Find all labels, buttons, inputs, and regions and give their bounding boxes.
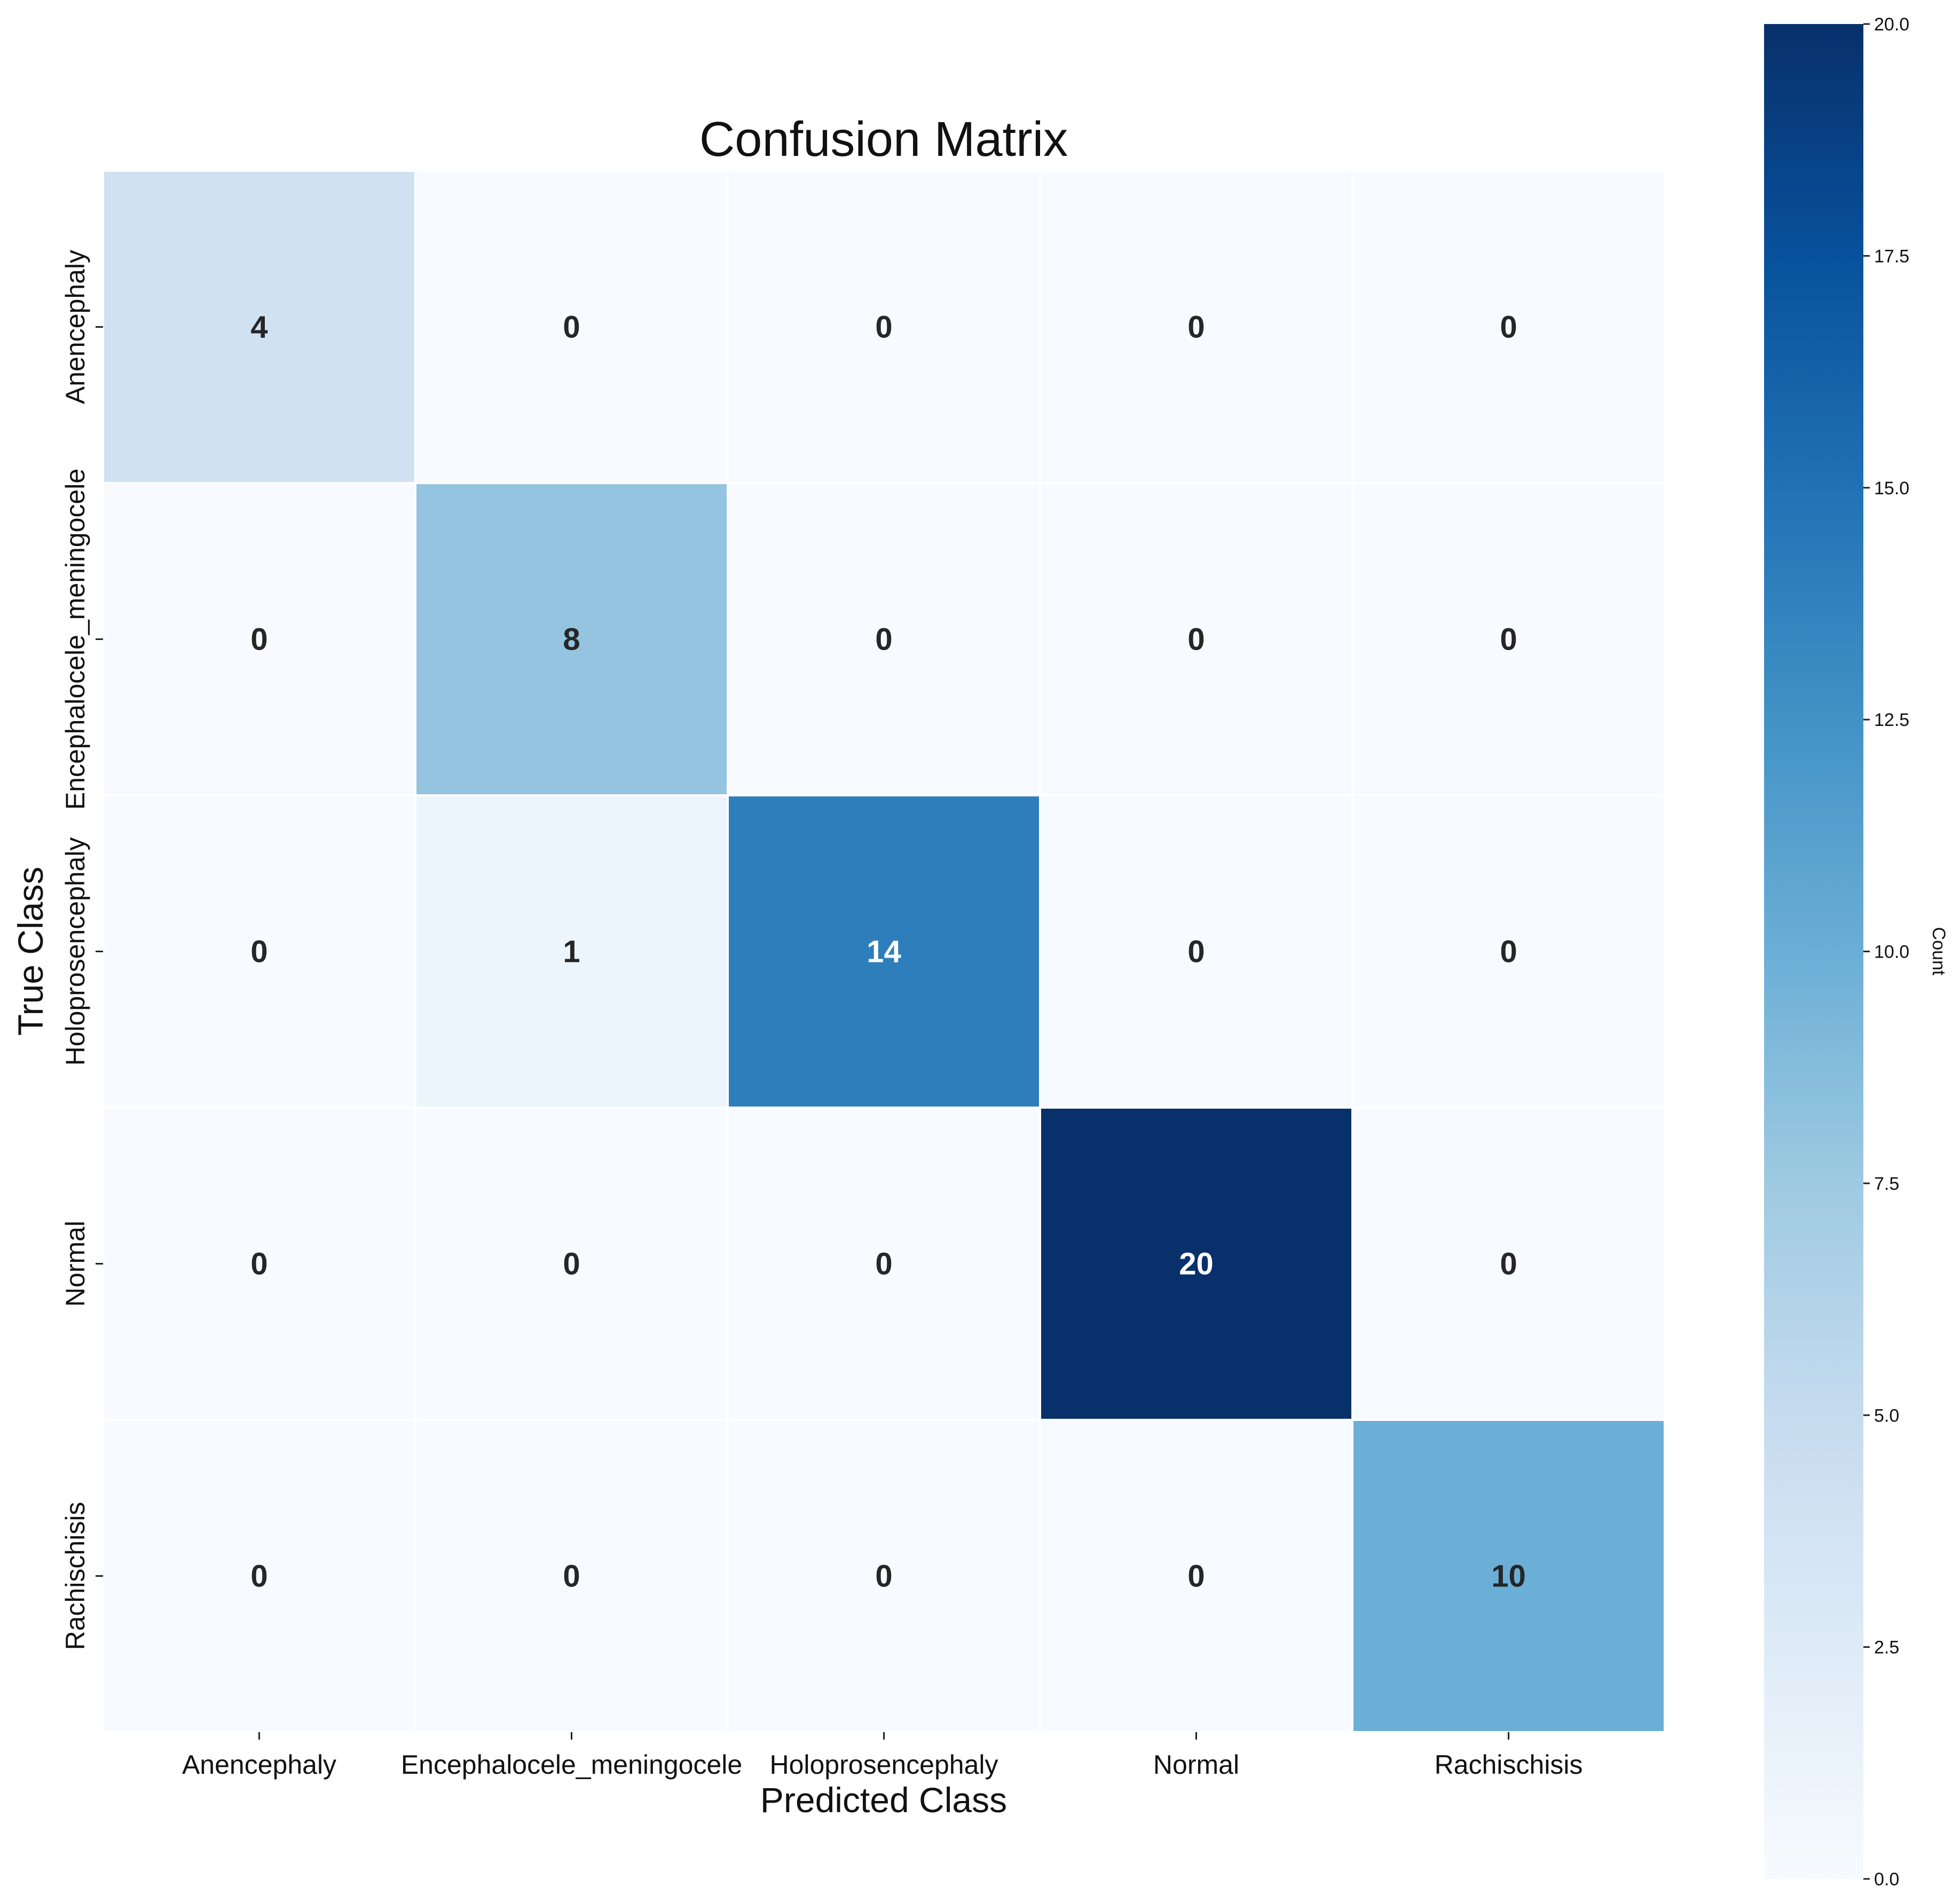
heatmap-cell-r1-c0 xyxy=(102,482,416,796)
heatmap-cell-r3-c1 xyxy=(414,1107,729,1421)
cell-value-r1-c4: 0 xyxy=(1500,622,1517,657)
x-tick-label: Rachischisis xyxy=(1435,1750,1583,1780)
x-axis-ticks: Anencephaly Encephalocele_meningocele Holo… xyxy=(182,1732,1583,1780)
heatmap-cell-r0-c4 xyxy=(1351,170,1666,484)
heatmap-cell-r4-c4 xyxy=(1351,1419,1666,1733)
cell-value-r1-c1: 8 xyxy=(563,622,580,657)
cell-value-r1-c0: 0 xyxy=(250,622,267,657)
y-tick-label: Normal xyxy=(60,1221,90,1307)
cell-value-r0-c1: 0 xyxy=(563,310,580,345)
cell-value-r3-c4: 0 xyxy=(1500,1247,1517,1282)
heatmap-cells xyxy=(102,170,1666,1733)
cell-value-r3-c0: 0 xyxy=(250,1247,267,1282)
colorbar-tick-label: 0.0 xyxy=(1874,1869,1899,1890)
heatmap-cell-r1-c2 xyxy=(727,482,1041,796)
heatmap-cell-r0-c2 xyxy=(727,170,1041,484)
colorbar-label: Count xyxy=(1929,927,1949,976)
cell-value-r1-c3: 0 xyxy=(1187,622,1205,657)
cell-value-r1-c2: 0 xyxy=(875,622,892,657)
cell-value-r2-c1: 1 xyxy=(563,935,580,969)
x-axis-label: Predicted Class xyxy=(760,1780,1007,1820)
cell-value-r0-c3: 0 xyxy=(1187,310,1205,345)
colorbar-tick-label: 2.5 xyxy=(1874,1638,1899,1658)
heatmap-cell-labels: 4 0 0 0 0 0 8 0 0 0 0 1 14 0 0 0 0 0 20 0 0 0 0 0 10 xyxy=(250,310,1525,1594)
colorbar-tick-label: 7.5 xyxy=(1874,1174,1899,1194)
heatmap-cell-r2-c3 xyxy=(1039,794,1353,1109)
colorbar-tick-label: 15.0 xyxy=(1874,478,1909,499)
heatmap-cell-r0-c3 xyxy=(1039,170,1353,484)
colorbar-tick-label: 20.0 xyxy=(1874,14,1909,35)
colorbar-tick-label: 12.5 xyxy=(1874,710,1909,730)
heatmap-cell-r1-c1 xyxy=(414,482,729,796)
heatmap-cell-r2-c1 xyxy=(414,794,729,1109)
heatmap-cell-r0-c1 xyxy=(414,170,729,484)
cell-value-r3-c1: 0 xyxy=(563,1247,580,1282)
cell-value-r4-c1: 0 xyxy=(563,1559,580,1594)
y-tick-label: Encephalocele_meningocele xyxy=(60,469,90,810)
y-tick-label: Anencephaly xyxy=(60,250,90,404)
heatmap-cell-r1-c4 xyxy=(1351,482,1666,796)
colorbar xyxy=(1764,24,1863,1879)
cell-value-r2-c2: 14 xyxy=(867,935,901,969)
heatmap-cell-r3-c4 xyxy=(1351,1107,1666,1421)
cell-value-r0-c0: 4 xyxy=(250,310,267,345)
cell-value-r2-c3: 0 xyxy=(1187,935,1205,969)
y-tick-label: Holoprosencephaly xyxy=(60,837,90,1065)
x-tick-label: Anencephaly xyxy=(182,1750,336,1780)
cell-value-r4-c0: 0 xyxy=(250,1559,267,1594)
heatmap-cell-r3-c2 xyxy=(727,1107,1041,1421)
x-tick-label: Normal xyxy=(1153,1750,1239,1780)
cell-value-r2-c4: 0 xyxy=(1500,935,1517,969)
colorbar-tick-label: 17.5 xyxy=(1874,246,1909,266)
cell-value-r3-c2: 0 xyxy=(875,1247,892,1282)
cell-value-r4-c4: 10 xyxy=(1491,1559,1526,1594)
cell-value-r0-c4: 0 xyxy=(1500,310,1517,345)
heatmap-cell-r2-c2 xyxy=(727,794,1041,1109)
y-axis-ticks: Anencephaly Encephalocele_meningocele Holo… xyxy=(60,250,103,1650)
cell-value-r0-c2: 0 xyxy=(875,310,892,345)
cell-value-r2-c0: 0 xyxy=(250,935,267,969)
cell-value-r3-c3: 20 xyxy=(1179,1247,1214,1282)
y-tick-label: Rachischisis xyxy=(60,1502,90,1650)
heatmap-cell-r4-c1 xyxy=(414,1419,729,1733)
colorbar-tick-label: 10.0 xyxy=(1874,942,1909,962)
heatmap-cell-r3-c3 xyxy=(1039,1107,1353,1421)
heatmap-cell-r2-c4 xyxy=(1351,794,1666,1109)
cell-value-r4-c2: 0 xyxy=(875,1559,892,1594)
cell-value-r4-c3: 0 xyxy=(1187,1559,1205,1594)
colorbar-ticks: 0.0 2.5 5.0 7.5 10.0 12.5 15.0 17.5 20.0 xyxy=(1863,14,1909,1890)
y-axis-label: True Class xyxy=(11,867,50,1036)
heatmap-cell-r4-c2 xyxy=(727,1419,1041,1733)
colorbar-tick-label: 5.0 xyxy=(1874,1405,1899,1426)
heatmap-cell-r0-c0 xyxy=(102,170,416,484)
chart-title: Confusion Matrix xyxy=(699,112,1068,167)
x-tick-label: Holoprosencephaly xyxy=(769,1750,998,1780)
x-tick-label: Encephalocele_meningocele xyxy=(401,1750,742,1780)
heatmap-cell-r4-c0 xyxy=(102,1419,416,1733)
